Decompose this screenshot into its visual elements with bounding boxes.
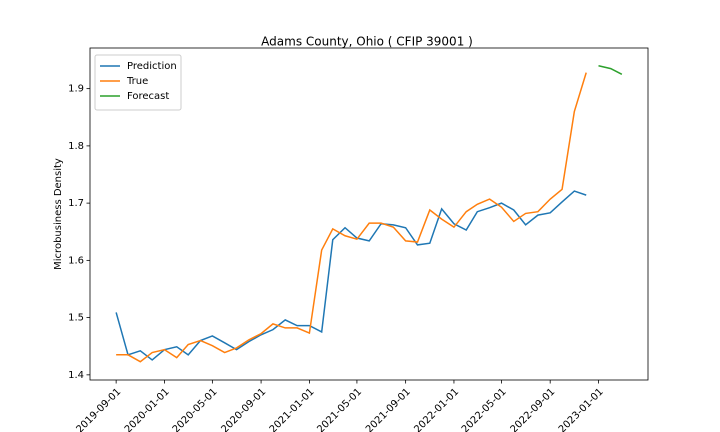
series-line [598, 65, 623, 75]
y-tick-label: 1.5 [68, 313, 84, 324]
y-tick-label: 1.7 [68, 198, 84, 209]
legend-label: Forecast [127, 91, 169, 102]
y-tick-label: 1.8 [68, 141, 84, 152]
y-axis-label: Microbusiness Density [53, 158, 64, 270]
legend-label: True [126, 76, 148, 87]
y-tick-label: 1.6 [68, 255, 84, 266]
chart-title: Adams County, Ohio ( CFIP 39001 ) [261, 35, 473, 49]
y-tick-label: 1.9 [68, 84, 84, 95]
plot-frame [89, 47, 649, 381]
y-tick-label: 1.4 [68, 370, 84, 381]
series-line [116, 72, 587, 363]
series-line [115, 190, 587, 361]
legend-label: Prediction [127, 61, 177, 72]
